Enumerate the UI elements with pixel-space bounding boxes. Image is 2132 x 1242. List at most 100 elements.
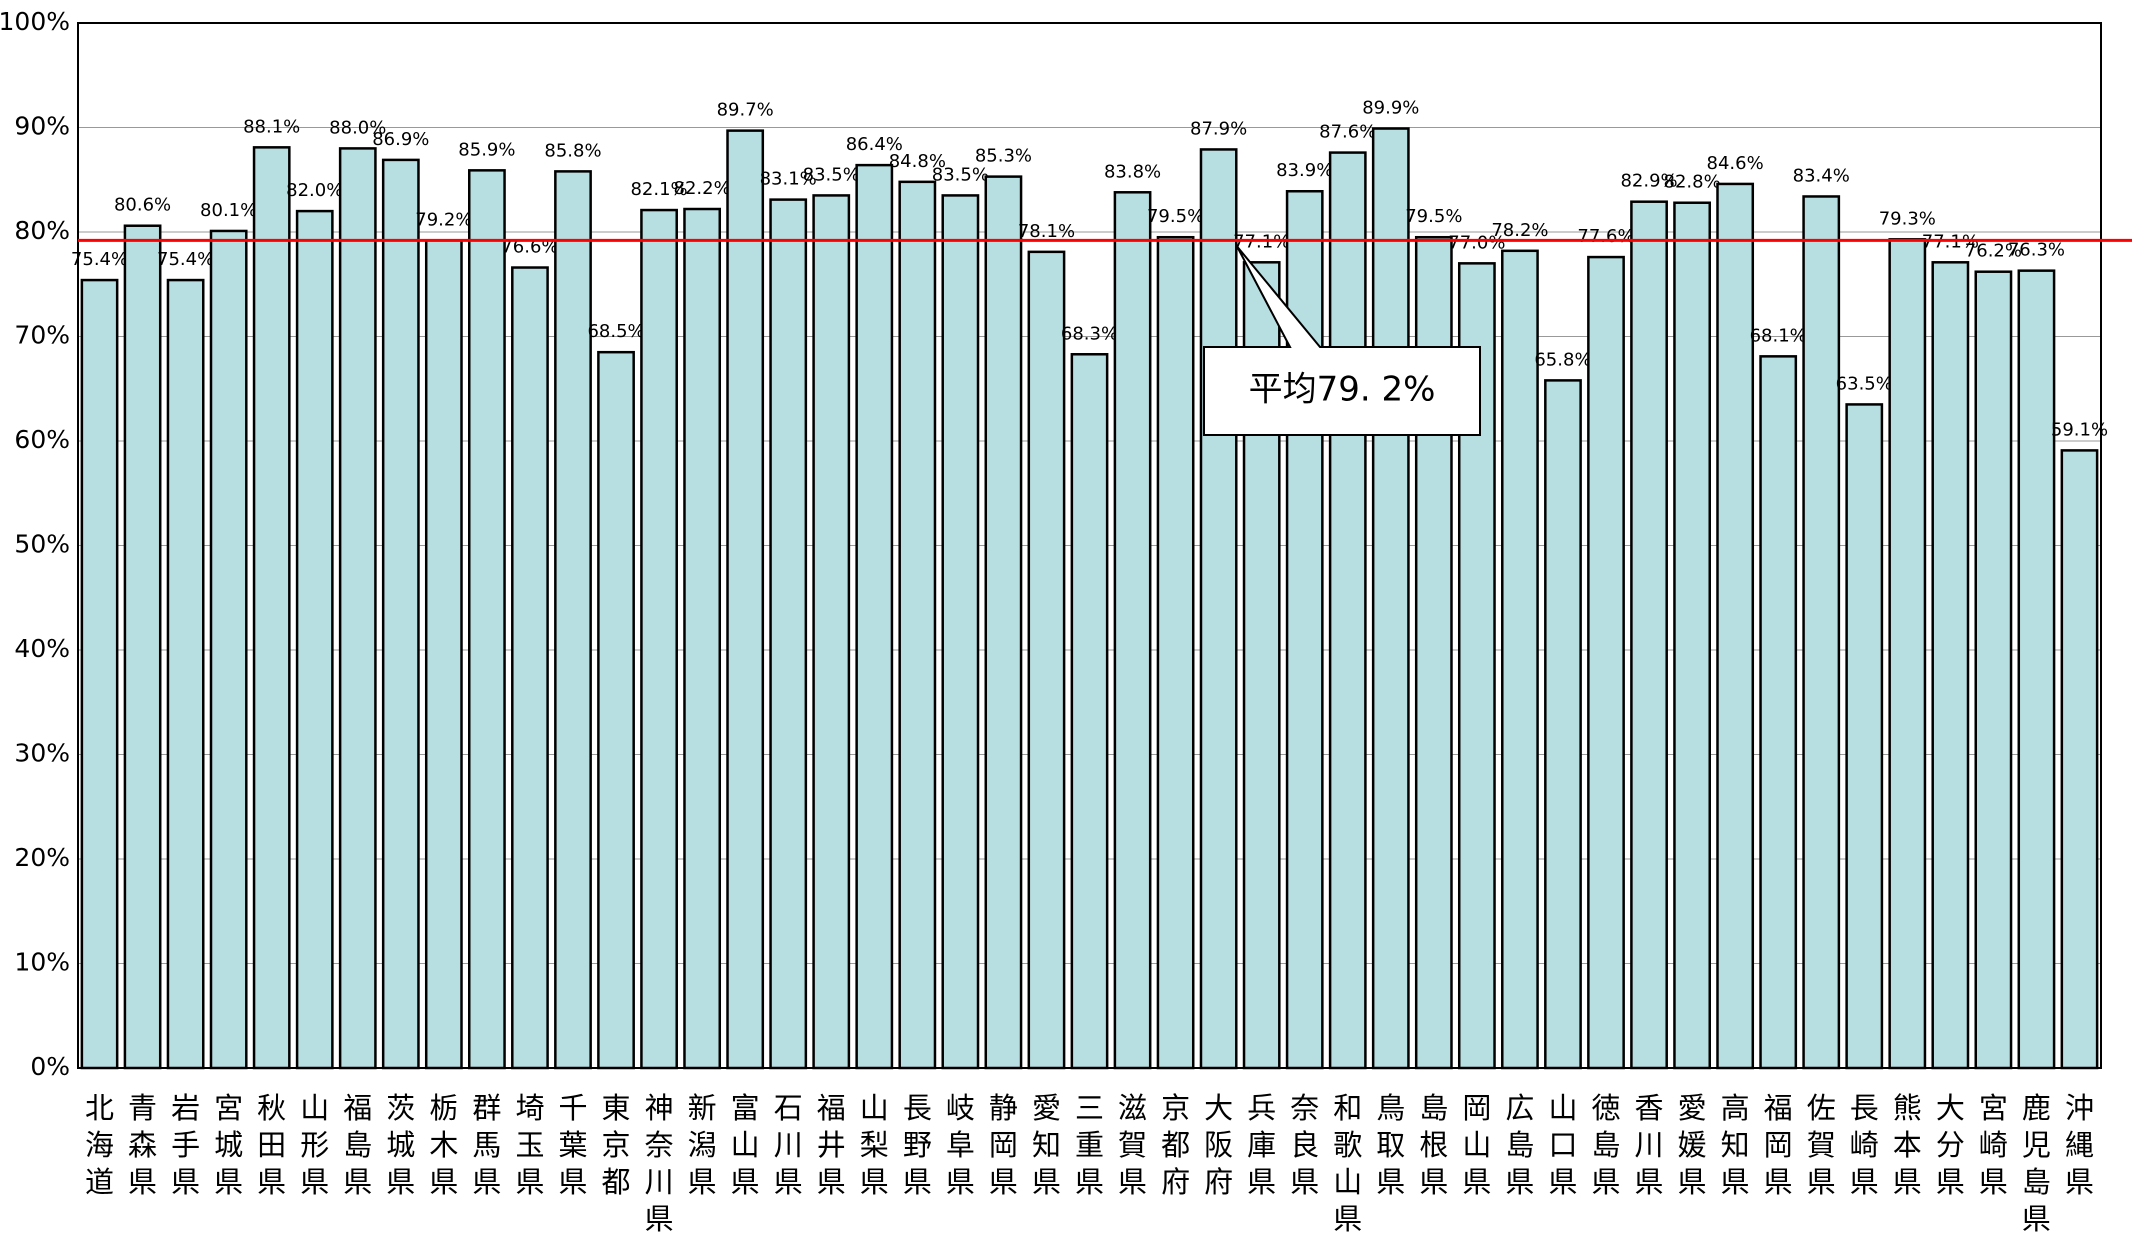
bar	[166, 278, 205, 1070]
value-label: 82.2%	[674, 178, 731, 199]
value-label: 88.0%	[329, 117, 386, 138]
bar	[2060, 449, 2099, 1070]
average-label: 平均79. 2%	[1249, 370, 1436, 410]
x-tick-label: 香川県	[1635, 1091, 1664, 1199]
x-tick-label: 福井県	[817, 1091, 846, 1199]
x-tick-label: 島根県	[1419, 1091, 1448, 1199]
value-label: 86.9%	[372, 129, 429, 150]
x-tick-label: 千葉県	[558, 1091, 587, 1199]
bar	[1199, 148, 1238, 1070]
bar	[1974, 270, 2013, 1070]
bar	[295, 209, 334, 1070]
x-tick-label: 山口県	[1548, 1091, 1577, 1199]
value-label: 63.5%	[1836, 373, 1893, 394]
bar	[1371, 127, 1410, 1070]
y-tick-label: 10%	[14, 948, 70, 977]
value-label: 59.1%	[2051, 419, 2108, 440]
value-label: 87.9%	[1190, 118, 1247, 139]
value-label: 86.4%	[846, 134, 903, 155]
y-tick-label: 0%	[30, 1052, 70, 1081]
x-tick-label: 秋田県	[257, 1091, 286, 1199]
value-label: 78.2%	[1491, 220, 1548, 241]
x-tick-label: 沖縄県	[2065, 1091, 2094, 1199]
value-label: 82.0%	[286, 180, 343, 201]
value-label: 77.6%	[1577, 226, 1634, 247]
bar	[252, 146, 291, 1070]
x-tick-label: 高知県	[1721, 1091, 1750, 1199]
value-label: 89.9%	[1362, 98, 1419, 119]
value-label: 75.4%	[71, 249, 128, 270]
bar	[683, 207, 722, 1070]
bar	[1587, 255, 1625, 1070]
value-label: 79.5%	[1147, 206, 1204, 227]
bar	[1931, 261, 1970, 1070]
x-tick-label: 大阪府	[1204, 1091, 1233, 1199]
bar	[1845, 403, 1884, 1070]
bar	[984, 175, 1023, 1070]
bar	[554, 170, 592, 1070]
y-tick-label: 80%	[14, 216, 70, 245]
x-tick-label: 福島県	[343, 1091, 372, 1199]
bar	[2017, 269, 2056, 1070]
bar	[1070, 353, 1109, 1070]
value-label: 85.3%	[975, 146, 1032, 167]
x-tick-label: 愛知県	[1032, 1091, 1061, 1199]
value-label: 82.1%	[630, 179, 687, 200]
x-tick-label: 岐阜県	[946, 1091, 975, 1199]
bar	[812, 194, 851, 1070]
value-label: 89.7%	[717, 100, 774, 121]
x-tick-label: 宮城県	[214, 1091, 243, 1199]
bar	[424, 239, 463, 1070]
x-tick-label: 大分県	[1936, 1091, 1965, 1199]
bar	[80, 278, 119, 1070]
x-tick-label: 岡山県	[1462, 1091, 1491, 1199]
value-label: 84.8%	[889, 151, 946, 172]
x-tick-label: 静岡県	[989, 1091, 1018, 1199]
value-label: 83.5%	[803, 164, 860, 185]
y-tick-label: 40%	[14, 634, 70, 663]
bar	[855, 163, 894, 1070]
x-tick-label: 北海道	[85, 1091, 114, 1199]
bar	[209, 229, 248, 1070]
x-tick-label: 山形県	[300, 1091, 329, 1199]
x-tick-label: 富山県	[731, 1091, 760, 1199]
bar	[597, 350, 635, 1070]
bar	[898, 180, 937, 1070]
x-tick-label: 滋賀県	[1118, 1091, 1147, 1199]
x-tick-label: 神奈川県	[645, 1091, 674, 1236]
bar	[1156, 235, 1195, 1070]
value-label: 79.2%	[415, 209, 472, 230]
x-tick-label: 宮崎県	[1979, 1091, 2008, 1199]
value-label: 87.6%	[1319, 122, 1376, 143]
x-tick-label: 和歌山県	[1333, 1091, 1362, 1236]
bar	[1027, 250, 1066, 1070]
x-tick-label: 佐賀県	[1807, 1091, 1836, 1199]
bar	[769, 198, 808, 1070]
x-tick-label: 東京都	[602, 1091, 631, 1199]
value-label: 75.4%	[157, 249, 214, 270]
y-tick-label: 20%	[14, 843, 70, 872]
bar	[1328, 151, 1367, 1070]
value-label: 65.8%	[1534, 349, 1591, 370]
bar	[1716, 182, 1755, 1070]
bar	[1759, 355, 1798, 1070]
x-tick-label: 群馬県	[472, 1091, 501, 1199]
x-tick-label: 鹿児島県	[2022, 1091, 2051, 1236]
value-label: 88.1%	[243, 116, 300, 137]
x-tick-label: 兵庫県	[1247, 1091, 1276, 1199]
bar	[1630, 200, 1668, 1070]
value-label: 68.3%	[1061, 323, 1118, 344]
y-tick-label: 70%	[14, 321, 70, 350]
bar	[381, 158, 420, 1070]
x-tick-label: 岩手県	[171, 1091, 200, 1199]
bar	[726, 129, 765, 1070]
x-tick-label: 愛媛県	[1678, 1091, 1707, 1199]
bar	[123, 224, 162, 1070]
x-tick-label: 新潟県	[688, 1091, 717, 1199]
value-label: 80.1%	[200, 200, 257, 221]
x-tick-label: 栃木県	[429, 1091, 458, 1199]
bar	[941, 194, 980, 1070]
bar	[338, 147, 377, 1070]
value-label: 82.8%	[1664, 172, 1721, 193]
